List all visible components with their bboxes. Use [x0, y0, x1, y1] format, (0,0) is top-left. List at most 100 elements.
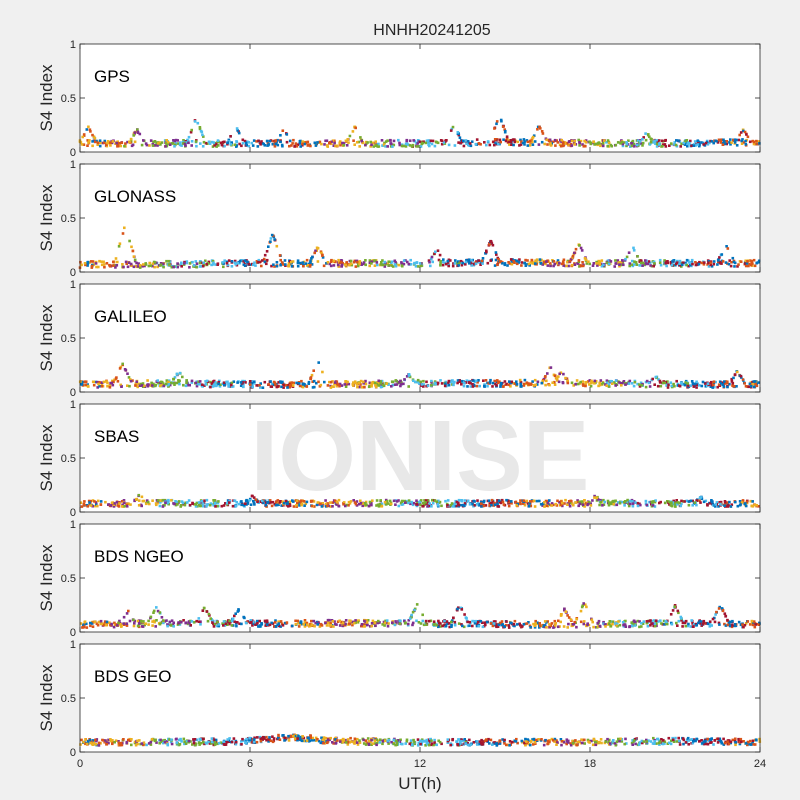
- data-point: [585, 605, 588, 609]
- data-point: [296, 619, 299, 623]
- data-point: [405, 738, 409, 742]
- data-point: [234, 262, 237, 266]
- y-tick-label: 1: [70, 279, 76, 291]
- data-point: [451, 738, 454, 741]
- data-point: [459, 742, 462, 745]
- data-point: [641, 622, 645, 625]
- data-point: [536, 128, 539, 131]
- data-point: [718, 256, 721, 259]
- data-point: [500, 620, 504, 623]
- data-point: [263, 380, 267, 384]
- data-point: [200, 383, 204, 386]
- data-point: [431, 260, 434, 264]
- data-point: [409, 258, 412, 262]
- data-point: [267, 143, 271, 146]
- data-point: [593, 382, 596, 385]
- data-point: [654, 139, 658, 142]
- data-point: [204, 380, 207, 383]
- data-point: [171, 142, 175, 145]
- data-point: [247, 141, 250, 144]
- data-point: [687, 743, 690, 746]
- data-point: [546, 742, 549, 746]
- data-point: [383, 501, 387, 504]
- data-point: [279, 625, 282, 628]
- data-point: [407, 373, 411, 376]
- data-point: [225, 261, 229, 265]
- data-point: [84, 742, 87, 746]
- data-point: [651, 501, 654, 504]
- data-point: [279, 620, 283, 623]
- data-point: [567, 503, 571, 506]
- data-point: [217, 623, 220, 626]
- data-point: [79, 622, 83, 625]
- data-point: [129, 378, 132, 381]
- data-point: [719, 500, 723, 504]
- data-point: [381, 623, 384, 626]
- data-point: [397, 138, 400, 142]
- data-point: [735, 144, 739, 147]
- data-point: [697, 384, 701, 387]
- data-point: [310, 623, 314, 626]
- data-point: [379, 499, 382, 502]
- data-point: [185, 381, 188, 384]
- data-point: [108, 386, 112, 389]
- data-point: [252, 263, 255, 267]
- data-point: [426, 505, 429, 508]
- data-point: [153, 261, 157, 264]
- data-point: [227, 259, 231, 262]
- data-point: [87, 125, 90, 129]
- data-point: [400, 261, 403, 264]
- data-point: [151, 142, 155, 146]
- data-point: [116, 380, 120, 383]
- data-point: [515, 380, 518, 383]
- data-point: [402, 259, 406, 262]
- data-point: [431, 501, 435, 505]
- data-point: [415, 603, 419, 606]
- data-point: [435, 624, 438, 627]
- data-point: [468, 142, 472, 145]
- data-point: [326, 618, 330, 622]
- data-point: [209, 502, 213, 505]
- data-point: [622, 380, 626, 383]
- data-point: [488, 381, 492, 384]
- data-point: [354, 502, 358, 506]
- data-point: [267, 740, 270, 743]
- data-point: [398, 739, 401, 742]
- data-point: [211, 259, 215, 263]
- data-point: [655, 142, 659, 146]
- data-point: [368, 261, 372, 265]
- data-point: [751, 739, 755, 743]
- data-point: [704, 622, 708, 625]
- data-point: [186, 501, 189, 504]
- data-point: [495, 253, 498, 256]
- data-point: [417, 621, 421, 624]
- data-point: [743, 130, 747, 134]
- data-point: [395, 500, 399, 503]
- data-point: [500, 381, 503, 385]
- data-point: [341, 262, 344, 265]
- data-point: [130, 144, 134, 148]
- data-point: [279, 258, 282, 262]
- data-point: [198, 383, 202, 386]
- data-point: [521, 141, 525, 145]
- data-point: [201, 145, 205, 148]
- data-point: [267, 245, 270, 248]
- data-point: [201, 502, 205, 505]
- data-point: [257, 260, 260, 264]
- data-point: [230, 383, 233, 387]
- data-point: [714, 503, 717, 506]
- data-point: [666, 386, 670, 389]
- data-point: [636, 382, 639, 386]
- data-point: [597, 625, 600, 628]
- data-point: [137, 262, 140, 265]
- data-point: [468, 620, 471, 624]
- data-point: [324, 736, 327, 740]
- data-point: [393, 263, 397, 266]
- data-point: [399, 379, 402, 383]
- data-point: [227, 382, 230, 386]
- data-point: [178, 371, 182, 375]
- data-point: [92, 263, 96, 266]
- data-point: [708, 141, 711, 145]
- data-point: [441, 260, 445, 264]
- data-point: [398, 141, 401, 145]
